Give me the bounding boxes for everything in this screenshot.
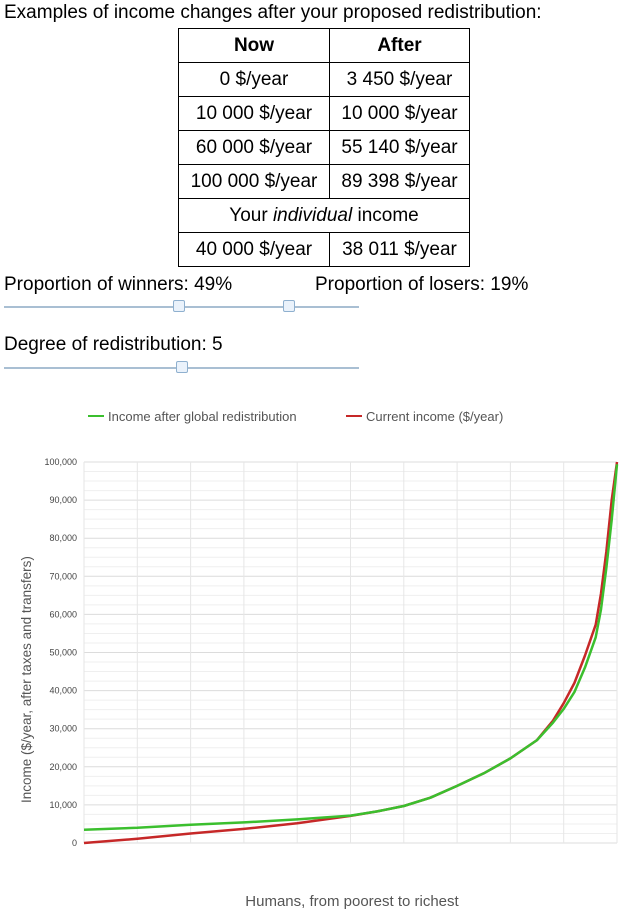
y-tick-label: 10,000 [49, 800, 77, 810]
individual-prefix: Your [229, 204, 273, 226]
y-tick-label: 70,000 [49, 571, 77, 581]
cell-after: 3 450 $/year [329, 62, 470, 97]
losers-slider-handle[interactable] [283, 300, 295, 312]
cell-now: 100 000 $/year [178, 164, 330, 199]
y-tick-label: 20,000 [49, 762, 77, 772]
individual-emphasis: individual [272, 204, 353, 226]
y-tick-label: 90,000 [49, 495, 77, 505]
winners-label: Proportion of winners: 49% [4, 274, 233, 295]
table-header-row: Now After [178, 28, 470, 63]
y-tick-label: 30,000 [49, 724, 77, 734]
series-line-after-redistribution [83, 464, 619, 831]
cell-now: 60 000 $/year [178, 130, 330, 165]
cell-after: 89 398 $/year [329, 164, 470, 199]
table-row: 60 000 $/year 55 140 $/year [178, 130, 470, 165]
y-tick-label: 80,000 [49, 533, 77, 543]
legend-label-current: Current income ($/year) [366, 409, 503, 424]
individual-income-row: 40 000 $/year 38 011 $/year [178, 232, 470, 267]
y-tick-label: 40,000 [49, 686, 77, 696]
cell-now: 10 000 $/year [178, 96, 330, 131]
winners-slider-handle[interactable] [173, 300, 185, 312]
y-tick-label: 0 [72, 838, 77, 848]
y-axis-label: Income ($/year, after taxes and transfer… [19, 556, 34, 803]
header-now: Now [178, 28, 330, 63]
table-row: 0 $/year 3 450 $/year [178, 62, 470, 97]
income-distribution-chart: 0 10,000 20,000 30,000 40,000 50,000 60,000 70,… [19, 409, 619, 910]
y-tick-label: 60,000 [49, 609, 77, 619]
income-examples-table: Now After 0 $/year 3 450 $/year 10 000 $… [178, 28, 470, 267]
individual-now-cell: 40 000 $/year [178, 232, 330, 267]
degree-slider-handle[interactable] [176, 361, 188, 373]
y-tick-label: 100,000 [44, 457, 77, 467]
individual-income-header-row: Your individual income [178, 198, 470, 233]
page-title: Examples of income changes after your pr… [4, 2, 542, 23]
table-row: 100 000 $/year 89 398 $/year [178, 164, 470, 199]
x-axis-label: Humans, from poorest to richest [245, 893, 459, 910]
legend-label-after: Income after global redistribution [108, 409, 297, 424]
degree-label: Degree of redistribution: 5 [4, 334, 223, 355]
individual-income-label: Your individual income [178, 198, 470, 233]
y-tick-label: 50,000 [49, 648, 77, 658]
cell-after: 10 000 $/year [329, 96, 470, 131]
individual-suffix: income [352, 204, 419, 226]
chart-gridlines [83, 461, 618, 844]
y-tick-labels: 0 10,000 20,000 30,000 40,000 50,000 60,000 70,… [44, 457, 77, 848]
header-after: After [329, 28, 470, 63]
cell-now: 0 $/year [178, 62, 330, 97]
table-row: 10 000 $/year 10 000 $/year [178, 96, 470, 131]
cell-after: 55 140 $/year [329, 130, 470, 165]
losers-label: Proportion of losers: 19% [315, 274, 529, 295]
chart-legend: Income after global redistribution Curre… [88, 409, 503, 424]
chart-series [83, 461, 619, 845]
individual-after-cell: 38 011 $/year [329, 232, 470, 267]
